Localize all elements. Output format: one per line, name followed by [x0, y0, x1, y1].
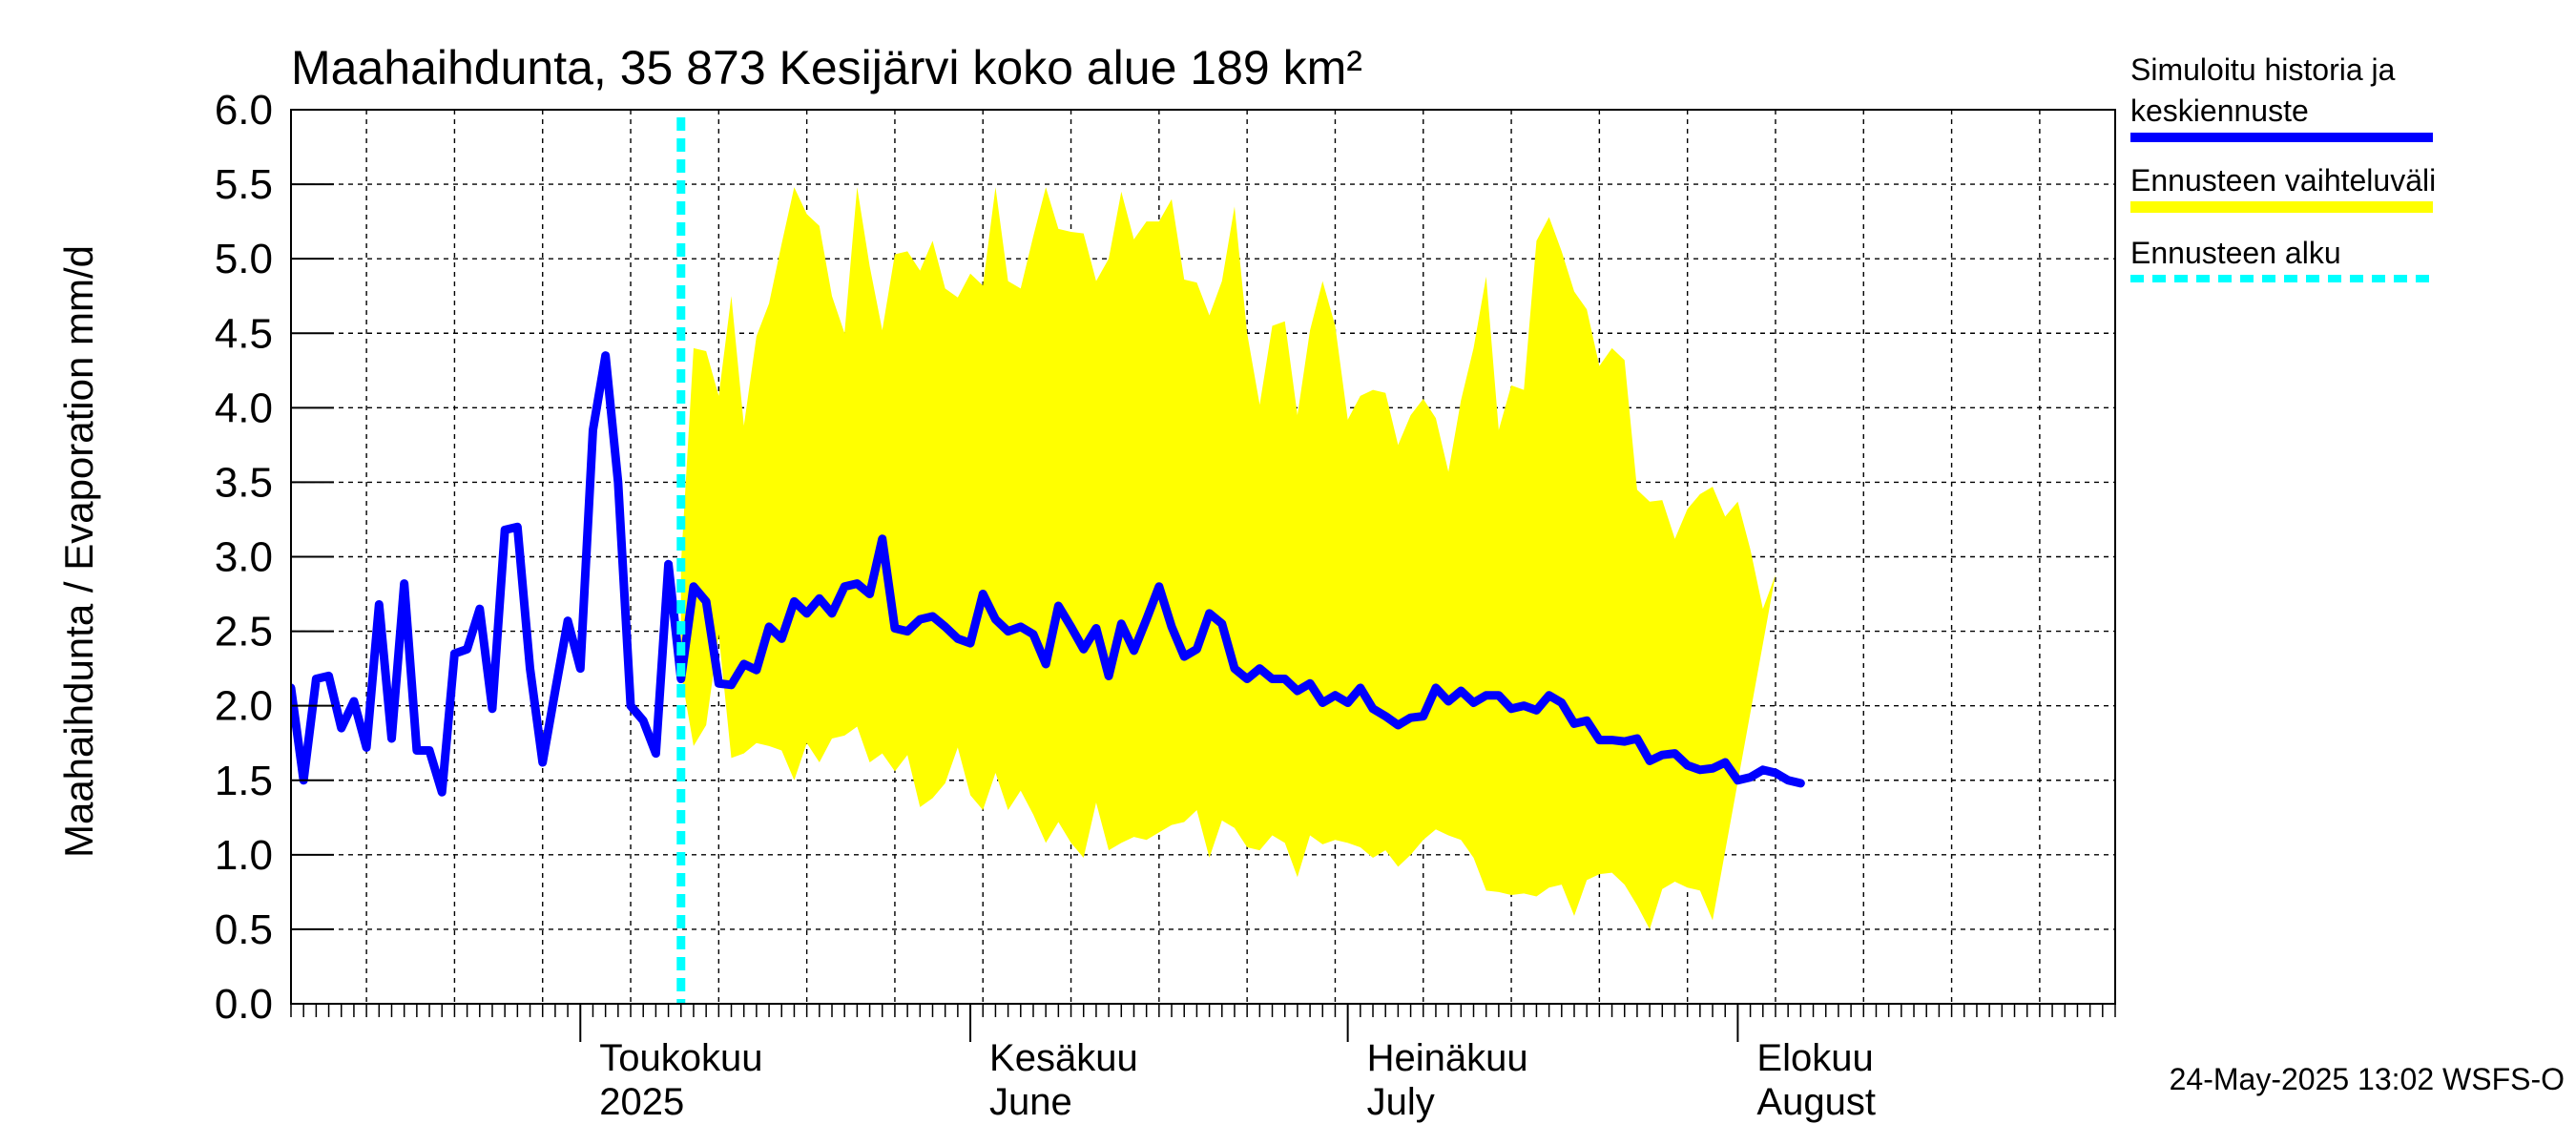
y-axis-label: Maahaihdunta / Evaporation mm/d: [56, 245, 101, 858]
y-tick-label: 3.0: [215, 534, 273, 581]
x-month-label: Heinäkuu: [1367, 1037, 1528, 1079]
grid: [291, 110, 2115, 1004]
x-month-sublabel: August: [1756, 1081, 1876, 1123]
forecast-range-band: [680, 187, 1776, 929]
y-tick-label: 4.5: [215, 310, 273, 357]
x-month-label: Kesäkuu: [989, 1037, 1138, 1079]
y-tick-label: 1.0: [215, 832, 273, 879]
y-tick-label: 2.5: [215, 609, 273, 656]
legend-forecast-start-label: Ennusteen alku: [2130, 236, 2341, 270]
legend-history-label-2: keskiennuste: [2130, 94, 2309, 128]
y-tick-label: 5.0: [215, 236, 273, 282]
axes: 0.0 0.5 1.0 1.5 2.0 2.5 3.0 3.5 4.0 4.5 5.0 5.5 6.0 T…: [215, 87, 2116, 1123]
history-forecast-line: [291, 351, 1805, 797]
legend-range-label: Ennusteen vaihteluväli: [2130, 163, 2436, 198]
legend: Simuloitu historia ja keskiennuste Ennus…: [2130, 52, 2436, 282]
x-month-sublabel: July: [1367, 1081, 1435, 1123]
footer-timestamp: 24-May-2025 13:02 WSFS-O: [2170, 1062, 2565, 1096]
y-tick-label: 0.0: [215, 981, 273, 1028]
y-tick-label: 6.0: [215, 87, 273, 134]
x-month-sublabel: 2025: [599, 1081, 684, 1123]
x-month-label: Toukokuu: [599, 1037, 762, 1079]
y-tick-label: 0.5: [215, 906, 273, 953]
y-tick-label: 5.5: [215, 161, 273, 208]
chart-title: Maahaihdunta, 35 873 Kesijärvi koko alue…: [291, 41, 1362, 94]
y-tick-label: 2.0: [215, 683, 273, 730]
y-tick-label: 4.0: [215, 385, 273, 431]
x-month-label: Elokuu: [1756, 1037, 1873, 1079]
y-tick-label: 1.5: [215, 758, 273, 804]
x-month-sublabel: June: [989, 1081, 1072, 1123]
y-tick-label: 3.5: [215, 459, 273, 506]
data-layer: [291, 117, 1805, 1004]
legend-history-label-1: Simuloitu historia ja: [2130, 52, 2396, 87]
